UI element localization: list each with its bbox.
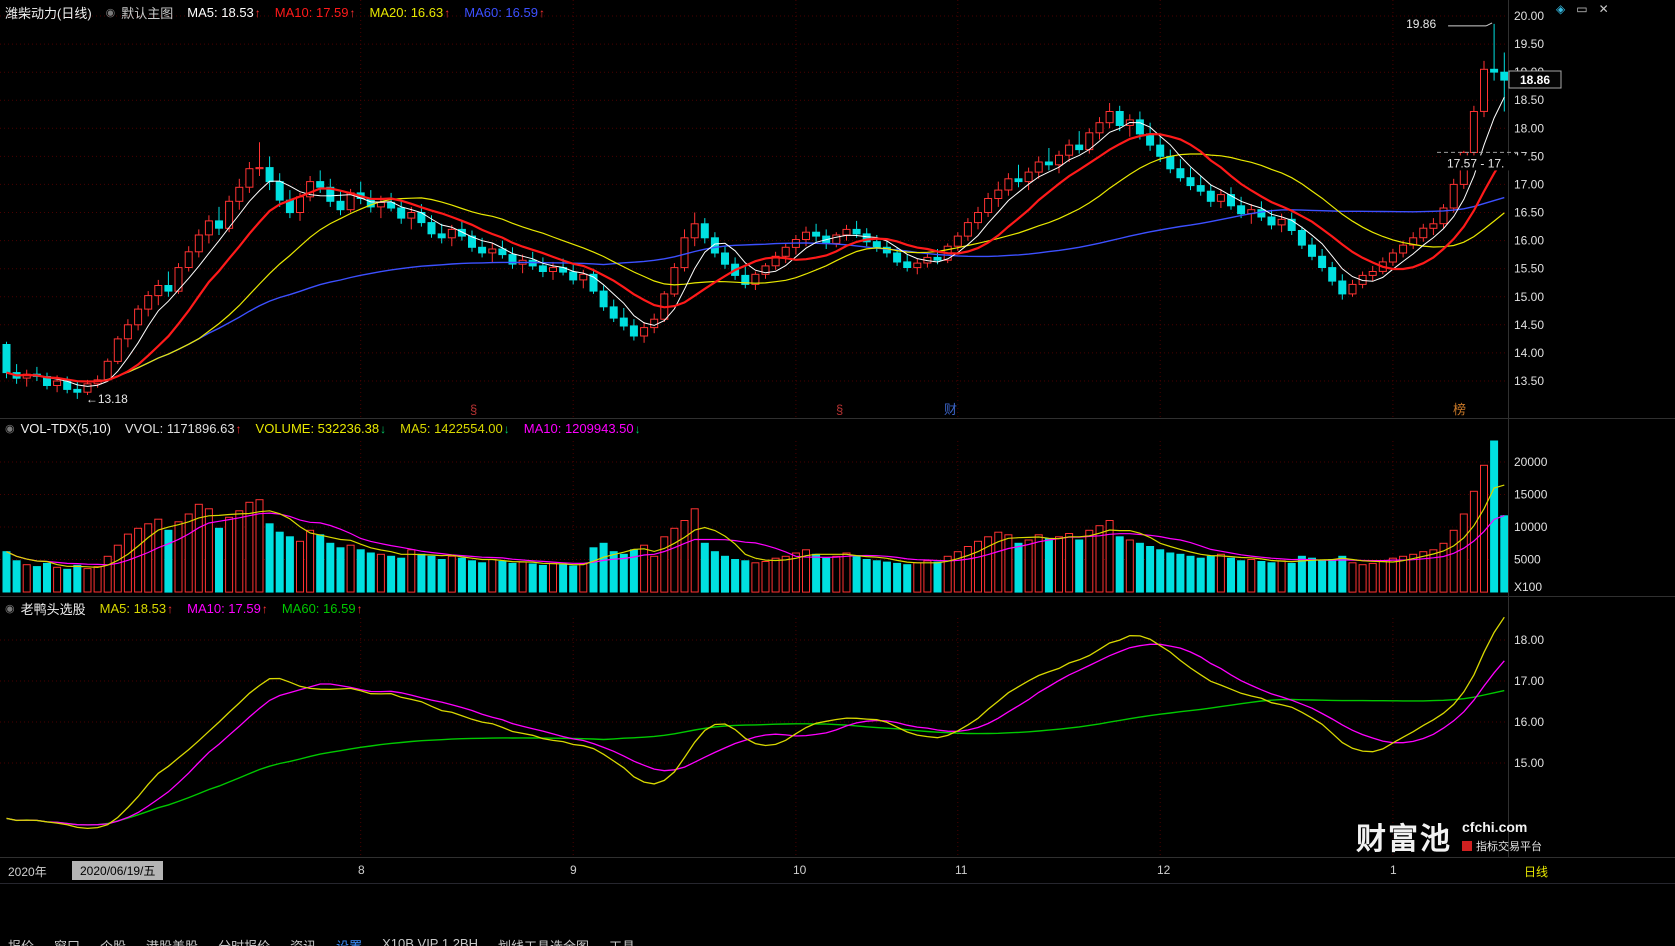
timeline-date-chip[interactable]: 2020/06/19/五 xyxy=(72,861,164,880)
svg-text:15.00: 15.00 xyxy=(1514,290,1544,304)
svg-text:榜: 榜 xyxy=(1453,402,1466,417)
watermark-brand: 财富池 xyxy=(1356,823,1452,856)
volume-value: VOLUME: 532236.38 ↓ xyxy=(255,421,387,436)
taskbar-item[interactable]: X10B VIP 1 2BH xyxy=(382,936,478,946)
indicator-ma10-value: MA10: 17.59 ↑ xyxy=(187,601,268,616)
vvol-value: VVOL: 1171896.63 ↑ xyxy=(124,421,242,436)
svg-text:17.57 - 17.: 17.57 - 17. xyxy=(1447,156,1504,170)
volume-ma10-value: MA10: 1209943.50 ↓ xyxy=(523,421,641,436)
volume-menu-icon[interactable]: ◉ xyxy=(5,423,15,435)
svg-text:18.86: 18.86 xyxy=(1520,73,1550,87)
volume-ma5-value: MA5: 1422554.00 ↓ xyxy=(400,421,510,436)
main-ma20-value: MA20: 16.63 ↑ xyxy=(369,5,451,20)
svg-text:20.00: 20.00 xyxy=(1514,9,1544,23)
indicator-ma5-value: MA5: 18.53 ↑ xyxy=(99,601,174,616)
svg-text:20000: 20000 xyxy=(1514,455,1548,469)
svg-text:15.00: 15.00 xyxy=(1514,756,1544,770)
svg-text:15000: 15000 xyxy=(1514,488,1548,502)
timeline-month-11: 11 xyxy=(955,863,968,877)
watermark-logo-icon xyxy=(1462,840,1472,851)
main-pane-header: 潍柴动力(日线) ◉ 默认主图 MA5: 18.53 ↑ MA10: 17.59 ↑… xyxy=(5,3,545,22)
watermark-tagline: 指标交易平台 xyxy=(1462,838,1542,854)
watermark-cfchi: 财富池 cfchi.com 指标交易平台 xyxy=(1356,814,1542,858)
svg-text:13.50: 13.50 xyxy=(1514,374,1544,388)
taskbar-item[interactable]: 资讯 xyxy=(290,936,316,946)
timeline-month-9: 9 xyxy=(570,863,577,877)
bottom-taskbar: 报价 窗口 个股 港股美股 分时报价 资讯 设置 X10B VIP 1 2BH … xyxy=(0,884,1675,946)
main-chart-menu-icon[interactable]: ◉ xyxy=(105,7,116,19)
indicator-name[interactable]: 老鸭头选股 xyxy=(20,602,86,617)
main-ma5-value: MA5: 18.53 ↑ xyxy=(187,5,261,20)
diamond-icon[interactable]: ◈ xyxy=(1556,2,1566,16)
timeline-month-10: 10 xyxy=(793,863,807,877)
period-selector[interactable]: 日线 xyxy=(1524,865,1549,879)
svg-text:←13.18: ←13.18 xyxy=(86,392,128,406)
taskbar-item[interactable]: 划线工具选全图 xyxy=(498,936,589,946)
maximize-icon[interactable]: ▭ xyxy=(1576,2,1588,16)
svg-text:17.00: 17.00 xyxy=(1514,177,1544,191)
svg-text:财: 财 xyxy=(944,402,957,417)
stock-title[interactable]: 潍柴动力(日线) xyxy=(5,6,92,21)
indicator-ma60-value: MA60: 16.59 ↑ xyxy=(281,601,363,616)
timeline-month-12: 12 xyxy=(1157,863,1171,877)
watermark-domain: cfchi.com xyxy=(1462,818,1528,835)
main-ma10-value: MA10: 17.59 ↑ xyxy=(274,5,356,20)
svg-text:18.50: 18.50 xyxy=(1514,93,1544,107)
svg-text:§: § xyxy=(470,402,477,417)
svg-text:18.00: 18.00 xyxy=(1514,121,1544,135)
taskbar-item[interactable]: 分时报价 xyxy=(218,936,270,946)
taskbar-item[interactable]: 窗口 xyxy=(54,936,80,946)
svg-text:10000: 10000 xyxy=(1514,520,1548,534)
svg-text:14.50: 14.50 xyxy=(1514,318,1544,332)
svg-text:17.00: 17.00 xyxy=(1514,674,1544,688)
taskbar-item[interactable]: 港股美股 xyxy=(146,936,198,946)
window-controls: ◈ ▭ ✕ xyxy=(1556,2,1609,16)
taskbar-menu-row: 报价 窗口 个股 港股美股 分时报价 资讯 设置 X10B VIP 1 2BH … xyxy=(8,936,635,946)
svg-text:§: § xyxy=(836,402,843,417)
svg-text:18.00: 18.00 xyxy=(1514,633,1544,647)
indicator-pane-header: ◉ 老鸭头选股 MA5: 18.53 ↑ MA10: 17.59 ↑ MA60: 1… xyxy=(5,599,363,618)
svg-text:16.00: 16.00 xyxy=(1514,234,1544,248)
svg-text:15.50: 15.50 xyxy=(1514,262,1544,276)
timeline: 2020年 2020/06/19/五 8 9 10 11 12 1 日线 xyxy=(0,858,1675,884)
svg-text:19.50: 19.50 xyxy=(1514,37,1544,51)
main-ma60-value: MA60: 16.59 ↑ xyxy=(464,5,545,20)
close-icon[interactable]: ✕ xyxy=(1598,2,1609,16)
taskbar-item[interactable]: 设置 xyxy=(336,936,362,946)
svg-text:16.50: 16.50 xyxy=(1514,206,1544,220)
taskbar-item[interactable]: 报价 xyxy=(8,936,34,946)
taskbar-item[interactable]: 工具 xyxy=(609,936,635,946)
svg-text:16.00: 16.00 xyxy=(1514,715,1544,729)
timeline-year: 2020年 xyxy=(8,865,47,879)
timeline-month-8: 8 xyxy=(358,863,365,877)
svg-text:X100: X100 xyxy=(1514,580,1542,594)
svg-text:5000: 5000 xyxy=(1514,553,1541,567)
indicator-menu-icon[interactable]: ◉ xyxy=(5,603,15,615)
timeline-month-1: 1 xyxy=(1390,863,1397,877)
main-chart-selector[interactable]: 默认主图 xyxy=(121,6,174,21)
taskbar-item[interactable]: 个股 xyxy=(100,936,126,946)
svg-text:19.86: 19.86 xyxy=(1406,17,1436,31)
volume-indicator-name[interactable]: VOL-TDX(5,10) xyxy=(20,421,111,436)
volume-pane-header: ◉ VOL-TDX(5,10) VVOL: 1171896.63 ↑ VOLUME… xyxy=(5,421,641,436)
svg-text:14.00: 14.00 xyxy=(1514,346,1544,360)
